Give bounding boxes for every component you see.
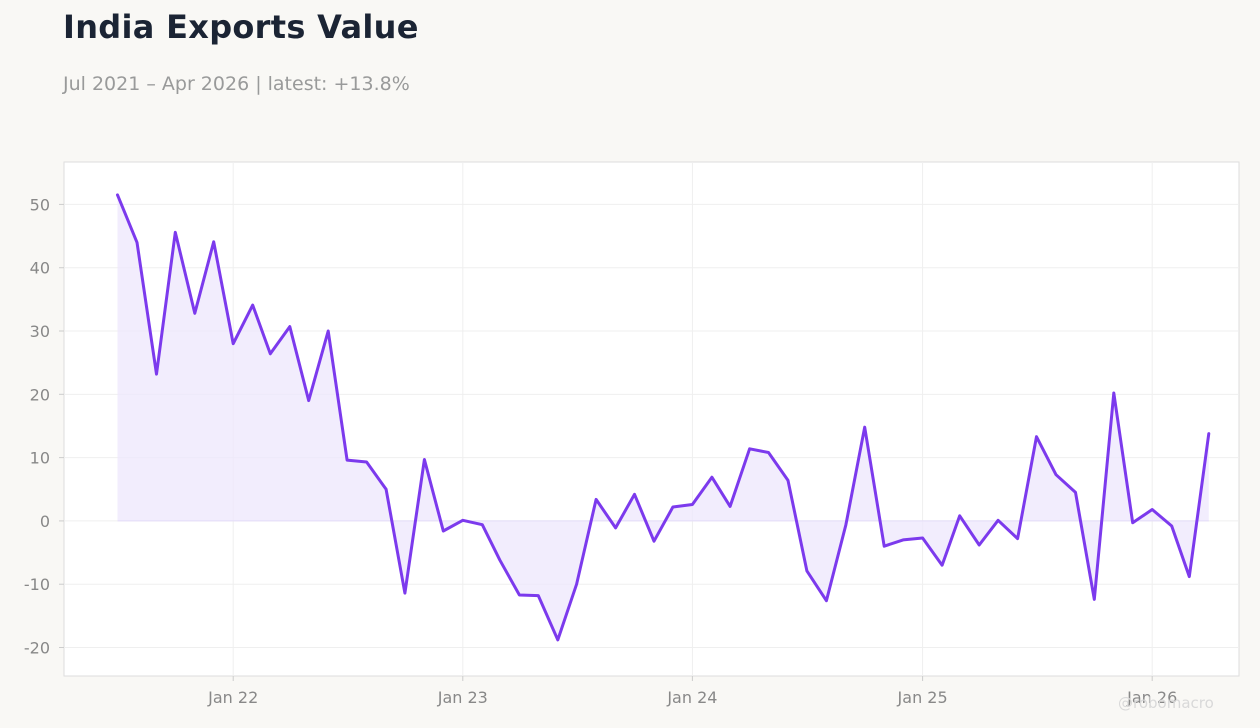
data-point (498, 558, 502, 562)
data-point (345, 458, 349, 462)
data-point (365, 460, 369, 464)
y-tick-label: -10 (24, 575, 50, 594)
x-tick-label: Jan 24 (666, 688, 717, 707)
data-point (690, 503, 694, 507)
y-axis: -20 -10 0 10 20 30 40 50 (24, 195, 64, 658)
y-tick-label: 0 (40, 512, 50, 531)
data-point (1054, 473, 1058, 477)
data-point (155, 372, 159, 376)
x-tick-label: Jan 25 (897, 688, 948, 707)
data-point (251, 303, 255, 307)
data-point (1092, 597, 1096, 601)
data-point (116, 193, 120, 197)
data-point (212, 240, 216, 244)
data-point (307, 399, 311, 403)
chart-subtitle: Jul 2021 – Apr 2026 | latest: +13.8% (63, 73, 410, 95)
data-point (268, 352, 272, 356)
data-point (805, 569, 809, 573)
data-point (863, 425, 867, 429)
series-line (116, 193, 1211, 642)
data-point (786, 478, 790, 482)
data-point (996, 518, 1000, 522)
x-tick-label: Jan 23 (437, 688, 488, 707)
y-tick-label: 20 (30, 385, 50, 404)
data-point (710, 475, 714, 479)
data-point (1170, 524, 1174, 528)
data-point (384, 487, 388, 491)
data-point (231, 342, 235, 346)
y-tick-label: 40 (30, 259, 50, 278)
data-point (441, 529, 445, 533)
data-point (288, 325, 292, 329)
data-point (575, 582, 579, 586)
data-point (767, 451, 771, 455)
data-point (1112, 391, 1116, 395)
data-point (556, 638, 560, 642)
data-point (1035, 435, 1039, 439)
chart-title: India Exports Value (63, 8, 419, 46)
data-point (882, 544, 886, 548)
data-point (652, 539, 656, 543)
data-point (517, 593, 521, 597)
data-point (901, 538, 905, 542)
data-point (326, 329, 330, 333)
y-tick-label: 50 (30, 195, 50, 214)
data-point (1150, 508, 1154, 512)
data-point (422, 458, 426, 462)
data-point (193, 311, 197, 315)
data-point (173, 230, 177, 234)
data-point (748, 447, 752, 451)
x-axis: Jan 22 Jan 23 Jan 24 Jan 25 Jan 26 (207, 676, 1177, 707)
watermark: @robomacro (1118, 694, 1214, 712)
x-tick-label: Jan 26 (1126, 688, 1177, 707)
data-point (1131, 521, 1135, 525)
data-point (536, 594, 540, 598)
data-point (594, 497, 598, 501)
y-tick-label: 10 (30, 449, 50, 468)
y-tick-label: -20 (24, 639, 50, 658)
data-point (614, 526, 618, 530)
data-point (480, 523, 484, 527)
data-point (977, 543, 981, 547)
data-point (940, 563, 944, 567)
area-fill (117, 194, 1209, 640)
data-point (461, 518, 465, 522)
data-point (671, 505, 675, 509)
data-point (958, 514, 962, 518)
data-point (1187, 575, 1191, 579)
data-point (403, 591, 407, 595)
x-tick-label: Jan 22 (207, 688, 258, 707)
data-point (728, 504, 732, 508)
data-point (633, 492, 637, 496)
data-point (135, 240, 139, 244)
data-point (1074, 490, 1078, 494)
data-point (844, 523, 848, 527)
data-point (1016, 537, 1020, 541)
y-tick-label: 30 (30, 322, 50, 341)
data-point (1207, 432, 1211, 436)
data-point (824, 599, 828, 603)
data-point (921, 536, 925, 540)
